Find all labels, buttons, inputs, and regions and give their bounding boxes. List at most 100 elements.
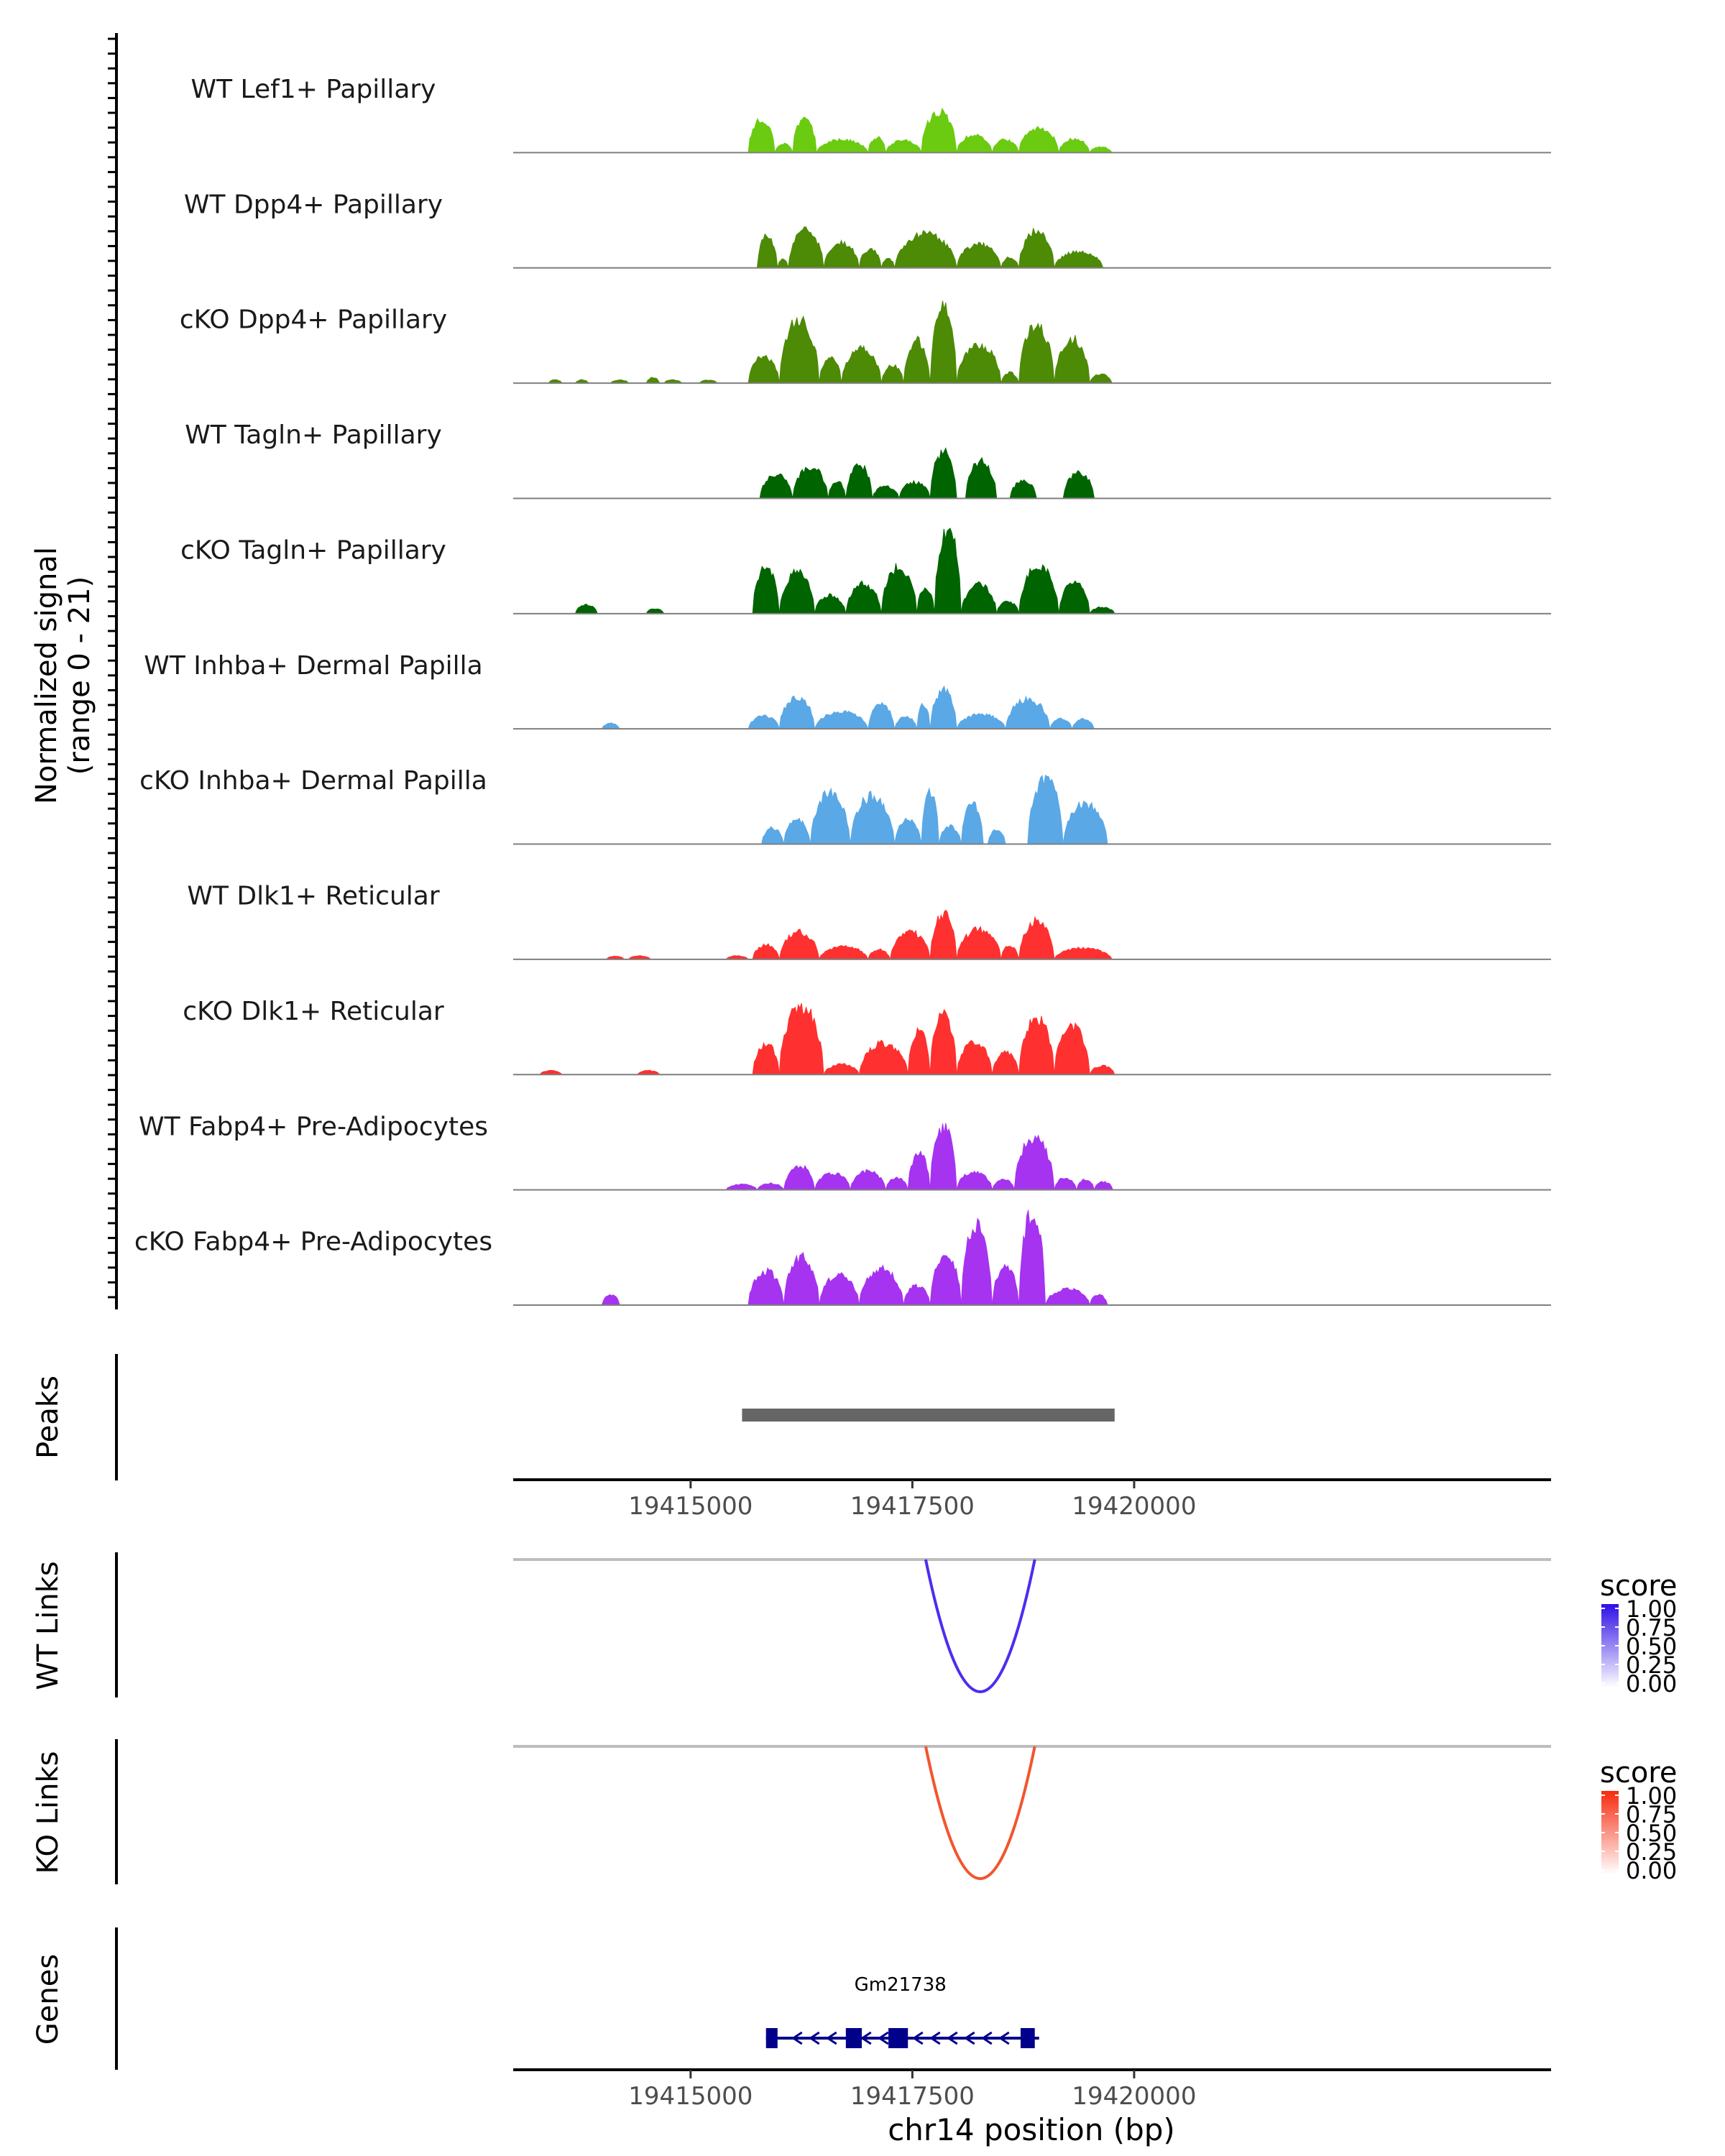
peaks-x-axis: 19415000 19417500 19420000	[513, 1478, 1551, 1521]
coverage-peak	[956, 133, 993, 153]
track-label: cKO Inhba+ Dermal Papilla	[139, 766, 487, 796]
coverage-peak	[894, 229, 957, 269]
coverage-peak	[872, 485, 900, 499]
coverage-peak	[819, 1272, 860, 1306]
legend-tick-label: 0.75	[1626, 1614, 1677, 1641]
coverage-peak	[601, 722, 621, 729]
gene-0: Gm21738	[765, 1974, 1039, 2048]
peaks-label: Peaks	[32, 1376, 65, 1459]
coverage-peak	[827, 481, 847, 499]
coverage-peak	[1054, 1177, 1077, 1191]
coverage-track-1: WT Dpp4+ Papillary	[184, 190, 1551, 269]
coverage-ylabel-line2: (range 0 - 21)	[63, 576, 96, 775]
legend-tick-label: 1.00	[1626, 1595, 1677, 1623]
x-tick-label: 19415000	[628, 2082, 753, 2111]
coverage-peak	[868, 136, 887, 153]
legend-tick-label: 1.00	[1626, 1782, 1677, 1810]
track-label: cKO Dlk1+ Reticular	[183, 997, 444, 1026]
legend-tick-label: 0.25	[1626, 1651, 1677, 1679]
coverage-peak	[929, 1123, 957, 1191]
coverage-peak	[1000, 371, 1020, 384]
coverage-peak	[1000, 256, 1020, 269]
links-label: KO Links	[32, 1751, 65, 1874]
strand-arrow	[912, 2031, 924, 2045]
coverage-peak	[1000, 946, 1020, 960]
coverage-peak	[814, 1172, 851, 1191]
coverage-peak	[760, 826, 785, 844]
coverage-peak	[814, 709, 869, 729]
coverage-peak	[792, 116, 817, 153]
strand-arrow	[998, 2031, 1010, 2045]
track-label: cKO Dpp4+ Papillary	[180, 305, 447, 335]
coverage-peak	[929, 1008, 957, 1075]
coverage-peak	[1054, 1022, 1090, 1075]
coverage-peak	[956, 926, 1002, 960]
coverage-peak	[929, 909, 957, 960]
coverage-peak	[1013, 1134, 1055, 1191]
coverage-peak	[1054, 250, 1104, 269]
track-label: WT Lef1+ Papillary	[191, 75, 436, 104]
coverage-peak	[880, 258, 896, 269]
coverage-peak	[778, 929, 820, 960]
links-label: WT Links	[32, 1561, 65, 1690]
coverage-peak	[898, 479, 931, 499]
coverage-peak	[894, 715, 918, 729]
coverage-peak	[1058, 580, 1090, 614]
coverage-peak	[850, 791, 896, 844]
coverage-peak	[663, 379, 683, 384]
coverage-peak	[756, 233, 778, 269]
genes-x-axis: 19415000 19417500 19420000	[513, 2068, 1551, 2111]
coverage-peak	[991, 138, 1020, 153]
coverage-peak	[903, 335, 931, 384]
legend-tick-label: 0.50	[1626, 1633, 1677, 1660]
strand-arrow	[981, 2031, 993, 2045]
strand-arrow	[964, 2031, 975, 2045]
peaks-intervals	[742, 1409, 1115, 1422]
legend-tick-label: 0.00	[1626, 1857, 1677, 1884]
coverage-peak	[788, 226, 824, 269]
gene-name: Gm21738	[855, 1974, 947, 1996]
gene-exon	[888, 2028, 908, 2048]
coverage-peak	[756, 1182, 785, 1191]
legend-title: score	[1600, 1756, 1677, 1789]
gene-exon	[765, 2028, 778, 2048]
coverage-peak	[698, 379, 719, 384]
genes-label: Genes	[32, 1954, 65, 2045]
coverage-track-4: cKO Tagln+ Papillary	[180, 528, 1551, 614]
coverage-peak	[1018, 563, 1059, 614]
coverage-peak	[748, 118, 776, 153]
coverage-peak	[1005, 695, 1051, 729]
track-label: WT Tagln+ Papillary	[185, 420, 442, 450]
coverage-peak	[929, 1255, 962, 1306]
coverage-peak	[1062, 470, 1095, 499]
coverage-peak	[867, 948, 891, 960]
coverage-peak	[823, 239, 860, 269]
coverage-peak	[636, 1069, 661, 1075]
strand-arrow	[929, 2031, 941, 2045]
coverage-peak	[938, 824, 962, 844]
gene-exon	[845, 2028, 862, 2048]
coverage-track-0: WT Lef1+ Papillary	[191, 75, 1551, 154]
strand-arrow	[826, 2031, 837, 2045]
coverage-peak	[1027, 774, 1064, 844]
legend-tick-label: 0.00	[1626, 1670, 1677, 1697]
coverage-track-3: WT Tagln+ Papillary	[185, 420, 1551, 499]
coverage-peak	[907, 1026, 931, 1075]
coverage-peak	[1075, 1179, 1095, 1191]
coverage-peak	[819, 945, 869, 960]
coverage-peak	[921, 787, 939, 844]
coverage-peak	[752, 1041, 780, 1075]
coverage-peak	[774, 142, 794, 153]
coverage-track-6: cKO Inhba+ Dermal Papilla	[139, 766, 1551, 845]
coverage-peak	[1071, 718, 1095, 729]
strand-arrow	[947, 2031, 958, 2045]
coverage-peak	[792, 466, 829, 499]
coverage-peak	[841, 344, 882, 384]
coverage-peak	[907, 1150, 931, 1191]
coverage-peak	[858, 248, 882, 269]
coverage-peak	[610, 379, 630, 384]
coverage-tracks: WT Lef1+ Papillary WT Dpp4+ Papillary cKO …	[134, 75, 1551, 1306]
coverage-peak	[1054, 946, 1113, 960]
